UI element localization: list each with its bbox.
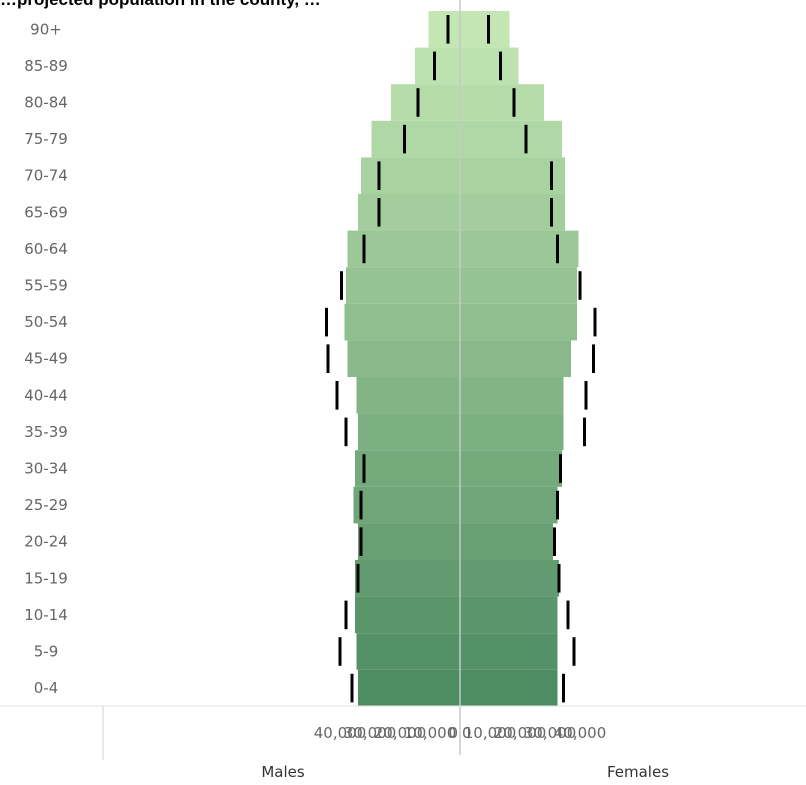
age-group-label: 60-64 bbox=[24, 240, 68, 258]
bar-female bbox=[460, 450, 562, 487]
x-tick-label: 20,000 bbox=[494, 724, 547, 742]
age-group-label: 70-74 bbox=[24, 167, 68, 185]
bar-female bbox=[460, 413, 564, 451]
bar-male bbox=[391, 84, 460, 121]
bar-male bbox=[428, 11, 460, 48]
x-tick-label: 0 bbox=[462, 724, 472, 742]
x-tick-label: 0 bbox=[448, 724, 458, 742]
age-group-label: 10-14 bbox=[24, 606, 68, 624]
bar-female bbox=[460, 84, 544, 121]
x-tick-label: 40,000 bbox=[554, 724, 607, 742]
bar-female bbox=[460, 120, 562, 158]
bar-male bbox=[358, 413, 460, 451]
bar-male bbox=[344, 303, 460, 341]
bar-male bbox=[346, 267, 460, 304]
bar-female bbox=[460, 633, 558, 670]
bar-male bbox=[358, 194, 460, 231]
x-axis-title-females: Females bbox=[607, 763, 669, 781]
bar-male bbox=[355, 596, 460, 634]
bar-female bbox=[460, 157, 565, 194]
age-group-label: 5-9 bbox=[34, 643, 59, 661]
age-group-label: 55-59 bbox=[24, 277, 68, 295]
bar-female bbox=[460, 596, 558, 634]
chart-title-clip: …projected population in the county, … bbox=[0, 0, 806, 10]
age-group-label: 15-19 bbox=[24, 569, 68, 587]
age-group-label: 50-54 bbox=[24, 313, 68, 331]
bar-male bbox=[355, 450, 460, 487]
bar-male bbox=[361, 157, 460, 194]
bar-female bbox=[460, 523, 553, 560]
bar-female bbox=[460, 340, 571, 377]
bar-male bbox=[356, 377, 460, 414]
age-group-label: 80-84 bbox=[24, 94, 68, 112]
chart-title: …projected population in the county, … bbox=[0, 0, 321, 10]
x-tick-label: 30,000 bbox=[344, 724, 397, 742]
bar-female bbox=[460, 47, 519, 85]
age-group-label: 75-79 bbox=[24, 130, 68, 148]
bar-male bbox=[353, 486, 460, 524]
x-tick-label: 40,000 bbox=[314, 724, 367, 742]
x-tick-label: 20,000 bbox=[374, 724, 427, 742]
bar-male bbox=[356, 633, 460, 670]
age-group-label: 40-44 bbox=[24, 386, 68, 404]
bar-male bbox=[358, 523, 460, 560]
bar-male bbox=[355, 560, 460, 597]
bar-male bbox=[415, 47, 460, 85]
age-group-label: 85-89 bbox=[24, 57, 68, 75]
bar-female bbox=[460, 303, 577, 341]
age-group-label: 35-39 bbox=[24, 423, 68, 441]
bar-female bbox=[460, 267, 577, 304]
bar-female bbox=[460, 669, 558, 707]
bar-male bbox=[347, 230, 460, 268]
bar-female bbox=[460, 486, 558, 524]
bar-female bbox=[460, 560, 559, 597]
age-group-label: 65-69 bbox=[24, 203, 68, 221]
x-axis-title-males: Males bbox=[261, 763, 305, 781]
age-group-label: 20-24 bbox=[24, 533, 68, 551]
age-group-label: 25-29 bbox=[24, 496, 68, 514]
age-group-label: 90+ bbox=[30, 20, 62, 38]
bar-male bbox=[347, 340, 460, 377]
bar-female bbox=[460, 230, 579, 268]
x-tick-label: 10,000 bbox=[404, 724, 457, 742]
x-tick-label: 30,000 bbox=[524, 724, 577, 742]
x-tick-label: 10,000 bbox=[464, 724, 517, 742]
age-group-label: 30-34 bbox=[24, 460, 68, 478]
bar-male bbox=[358, 669, 460, 707]
bar-female bbox=[460, 377, 564, 414]
bar-female bbox=[460, 11, 510, 48]
age-group-label: 45-49 bbox=[24, 350, 68, 368]
bar-female bbox=[460, 194, 565, 231]
bar-male bbox=[371, 120, 460, 158]
age-group-label: 0-4 bbox=[34, 679, 59, 697]
